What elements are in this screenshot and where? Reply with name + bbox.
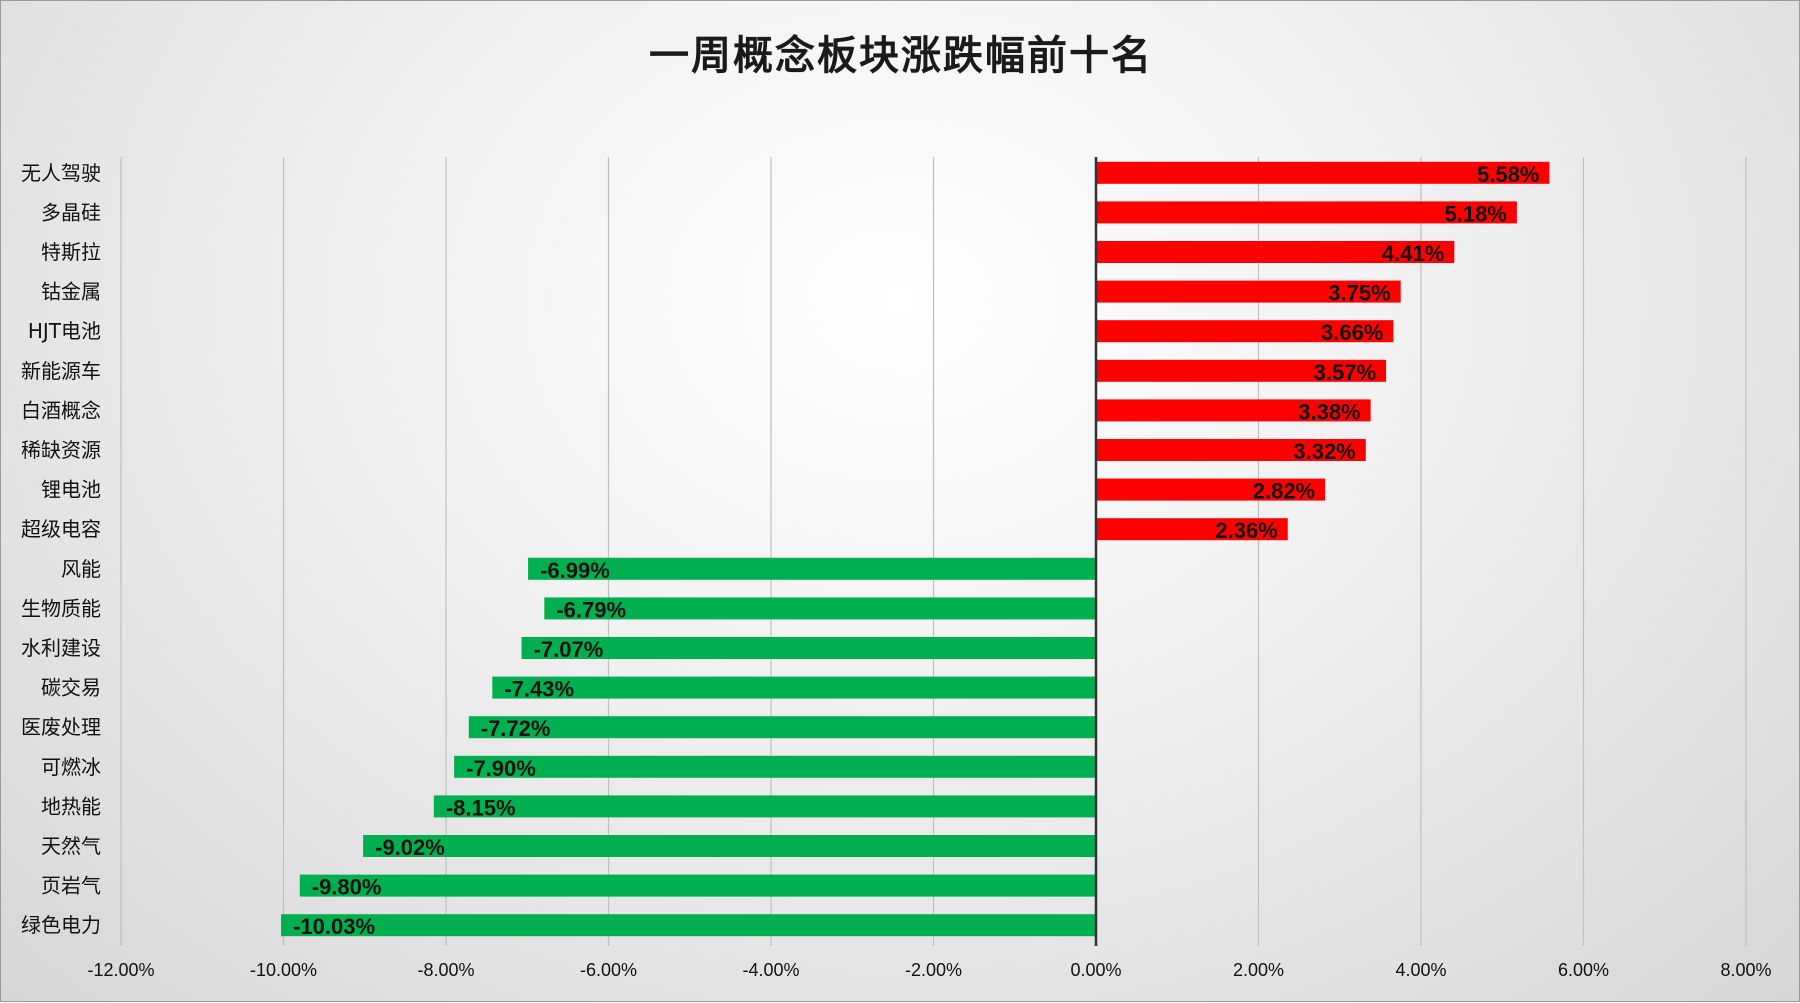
bar (1096, 320, 1394, 343)
data-label: 3.66% (1321, 320, 1383, 345)
data-label: -9.02% (375, 835, 445, 860)
data-label: 3.32% (1293, 439, 1355, 464)
x-tick-label: 0.00% (1070, 960, 1121, 980)
data-label: -6.99% (540, 558, 610, 583)
data-label: 4.41% (1382, 241, 1444, 266)
bar (454, 755, 1096, 778)
x-tick-label: 6.00% (1558, 960, 1609, 980)
category-label: 天然气 (41, 834, 101, 858)
bar (281, 914, 1096, 937)
category-label: 白酒概念 (21, 398, 101, 422)
bar (544, 597, 1096, 620)
category-label: 新能源车 (21, 359, 101, 383)
category-label: 水利建设 (21, 636, 101, 660)
bar (433, 795, 1096, 818)
x-tick-label: 2.00% (1233, 960, 1284, 980)
category-label: 页岩气 (41, 874, 101, 898)
data-label: -7.43% (504, 677, 574, 702)
bar (492, 676, 1096, 699)
data-label: 3.38% (1298, 399, 1360, 424)
category-label: 医废处理 (21, 715, 101, 739)
x-tick-label: 8.00% (1720, 960, 1771, 980)
category-label: 碳交易 (41, 676, 101, 700)
category-label: 无人驾驶 (21, 161, 101, 185)
data-label: -7.07% (534, 637, 604, 662)
data-label: -10.03% (293, 914, 375, 939)
x-tick-label: -6.00% (580, 960, 637, 980)
chart-title: 一周概念板块涨跌幅前十名 (649, 33, 1153, 79)
bar (468, 716, 1096, 739)
bar (1096, 201, 1517, 224)
bar (1096, 241, 1455, 263)
data-label: 3.75% (1328, 281, 1390, 306)
x-tick-label: -2.00% (905, 960, 962, 980)
data-label: -9.80% (312, 875, 382, 900)
data-label: -6.79% (556, 597, 626, 622)
category-label: 钴金属 (41, 280, 101, 304)
bar (1096, 518, 1288, 541)
category-label: 风能 (61, 557, 101, 581)
category-label: 可燃冰 (41, 755, 101, 779)
data-label: -7.72% (481, 716, 551, 741)
category-label: 特斯拉 (41, 240, 101, 264)
category-label: 锂电池 (41, 478, 101, 502)
bar (1096, 478, 1326, 501)
bar (1096, 439, 1366, 461)
bar (1096, 280, 1401, 303)
category-label: 绿色电力 (21, 913, 101, 937)
bar (1096, 399, 1371, 422)
category-label: 多晶硅 (41, 200, 101, 224)
category-label: 地热能 (41, 794, 101, 818)
x-tick-label: -12.00% (87, 960, 154, 980)
x-tick-label: 4.00% (1395, 960, 1446, 980)
data-label: -8.15% (446, 795, 516, 820)
bar (1096, 359, 1387, 382)
data-label: 3.57% (1314, 360, 1376, 385)
bar (363, 835, 1096, 857)
data-label: 2.82% (1253, 479, 1315, 504)
category-label: 生物质能 (21, 596, 101, 620)
category-label: 超级电容 (21, 517, 101, 541)
data-label: 2.36% (1215, 518, 1277, 543)
bar (528, 557, 1096, 580)
category-label: 稀缺资源 (21, 438, 101, 462)
data-label: 5.58% (1477, 162, 1539, 187)
category-label: HJT电池 (28, 319, 101, 343)
x-tick-label: -4.00% (742, 960, 799, 980)
bar (1096, 161, 1550, 184)
bar (299, 874, 1096, 897)
data-label: -7.90% (466, 756, 536, 781)
x-tick-label: -10.00% (250, 960, 317, 980)
data-label: 5.18% (1444, 201, 1506, 226)
bar (521, 637, 1096, 659)
x-tick-label: -8.00% (417, 960, 474, 980)
